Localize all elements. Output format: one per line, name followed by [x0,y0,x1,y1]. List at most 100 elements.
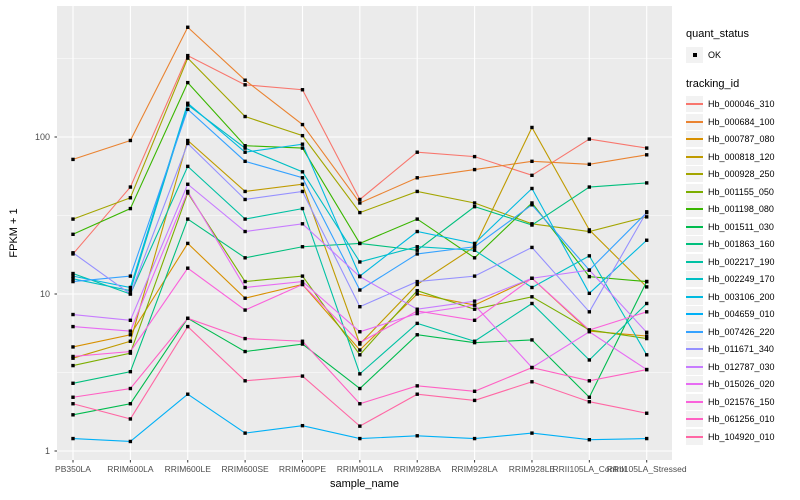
legend-item: Hb_004659_010 [686,306,800,324]
x-tick-label: RRIM600PE [278,464,327,474]
x-tick-label: RRIM600SE [221,464,269,474]
y-tick-label: 1 [44,445,50,456]
data-point [186,141,190,146]
series-color-key [686,218,703,235]
data-point [415,384,419,388]
data-point [530,173,534,178]
data-point [128,402,133,406]
data-point [645,336,649,341]
data-point [645,215,649,219]
data-point [128,288,133,293]
legend-item: Hb_104920_010 [686,428,800,446]
data-point [243,150,247,154]
legend-item: Hb_001155_050 [686,183,800,201]
legend-item-label: Hb_061256_010 [708,414,775,425]
data-point [472,245,477,249]
data-point [358,197,362,202]
x-tick-label: RRIM928LA [451,464,498,474]
data-point [472,398,477,403]
series-color-key [686,393,703,410]
legend-item-label: Hb_003106_200 [708,291,775,302]
data-point [300,282,305,287]
legend-item-label: Hb_104920_010 [708,431,775,442]
data-point [300,88,305,92]
data-point [243,144,247,148]
data-point [186,241,190,246]
data-point [472,274,477,278]
y-axis-title: FPKM + 1 [8,208,20,258]
data-point [472,303,477,307]
series-line-swatch [686,225,703,228]
data-point [587,310,592,314]
data-point [186,101,190,105]
series-color-key [686,131,703,148]
data-point [243,159,247,164]
data-point [358,436,362,441]
data-point [300,133,305,138]
x-tick-label: RRIM928BA [393,464,441,474]
legend-item: Hb_015026_020 [686,376,800,394]
series-color-key [686,376,703,393]
legend-item: Hb_001198_080 [686,201,800,219]
legend-item: Hb_012787_030 [686,358,800,376]
legend-item: Hb_000818_120 [686,148,800,166]
series-color-key [686,253,703,270]
data-point [300,279,305,284]
data-point [358,372,362,376]
legend-title-quant-status: quant_status [686,28,749,40]
legend-item-ok: OK [686,46,800,64]
data-point [243,78,247,82]
data-point [243,279,247,284]
legend-item: Hb_002217_190 [686,253,800,271]
data-point [415,229,419,234]
data-point [472,299,477,303]
data-point [71,217,75,221]
data-point [358,353,362,357]
x-tick-label: RRIM600LE [164,464,211,474]
series-line-swatch [686,173,703,176]
legend-item-label: Hb_007426_220 [708,326,775,337]
series-line-swatch [686,243,703,246]
data-point [587,291,592,296]
panel-background [57,6,672,460]
data-point [128,292,133,296]
data-point [415,176,419,180]
data-point [645,210,649,214]
x-tick-label: RRIM901LA [336,464,383,474]
data-point [415,252,419,256]
data-point [472,436,477,441]
data-point [358,241,362,246]
x-tick-label: PB350LA [55,464,91,474]
data-point [128,333,133,337]
data-point [243,114,247,119]
data-point [186,324,190,329]
data-point [186,56,190,60]
ok-point-key [686,46,703,63]
data-point [358,340,362,345]
series-color-key [686,148,703,165]
data-point [645,330,649,335]
data-point [186,189,190,194]
data-point [530,245,534,250]
data-point [128,285,133,290]
data-point [300,342,305,346]
data-point [530,365,534,370]
data-point [530,186,534,191]
data-point [645,238,649,242]
series-color-key [686,183,703,200]
data-point [587,268,592,272]
x-tick-label: RRII105LA_Stressed [606,464,687,474]
data-point [71,436,75,441]
legend-item: Hb_000684_100 [686,113,800,131]
data-point [530,285,534,290]
legend-item: Hb_001863_160 [686,236,800,254]
legend-item-label: Hb_004659_010 [708,309,775,320]
data-point [243,197,247,202]
data-point [71,312,75,317]
data-point [71,157,75,162]
series-line-swatch [686,400,703,403]
data-point [71,324,75,329]
series-color-key [686,306,703,323]
x-tick-label: RRIM600LA [107,464,154,474]
data-point [243,308,247,312]
